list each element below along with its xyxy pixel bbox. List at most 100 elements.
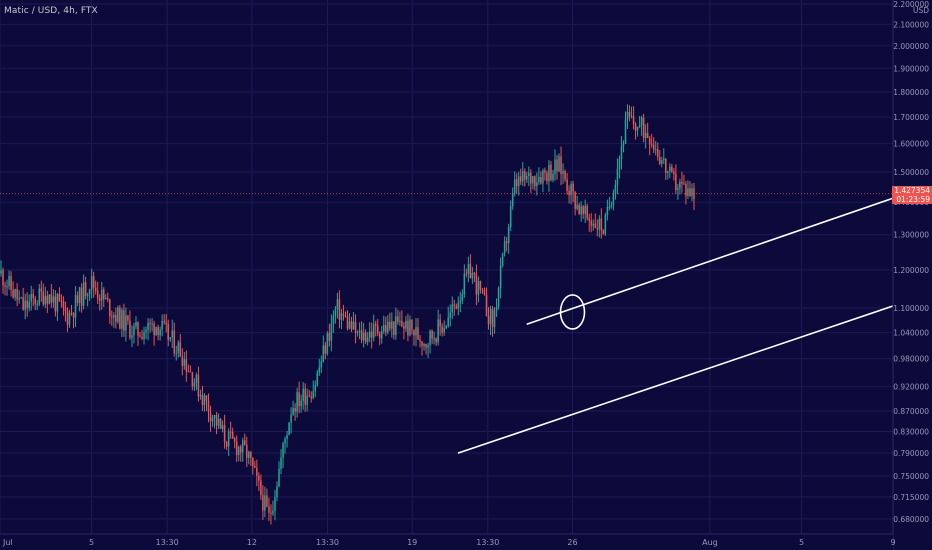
x-tick-label: 26 (567, 538, 577, 547)
candle-body (324, 345, 327, 354)
candle-body (616, 168, 619, 185)
candle-body (497, 287, 500, 308)
candle-body (125, 315, 127, 331)
candle-body (187, 371, 190, 373)
candle-body (189, 371, 192, 373)
x-tick-label: 13:30 (316, 538, 339, 547)
candle-body (620, 146, 623, 160)
candle-body (376, 325, 379, 334)
candle-body (423, 343, 425, 347)
candle-body (669, 166, 671, 172)
candle-body (102, 289, 105, 299)
candle-body (258, 475, 260, 481)
candle-body (395, 316, 397, 335)
candle-body (155, 326, 157, 336)
candle-body (119, 307, 121, 329)
candle-body (246, 445, 248, 458)
candle-body (326, 333, 329, 354)
candle-body (40, 288, 43, 292)
candle-body (352, 321, 355, 330)
candle-body (592, 223, 595, 226)
candle-body (441, 326, 443, 333)
candle-body (429, 330, 431, 346)
candle-body (524, 171, 526, 180)
candle-body (556, 159, 558, 172)
x-tick-label: Aug (702, 538, 718, 547)
candle-body (511, 193, 514, 207)
candle-body (602, 230, 605, 234)
candle-body (338, 299, 341, 320)
candle-body (197, 374, 200, 397)
candle-body (318, 367, 321, 373)
candle-body (576, 204, 578, 209)
candle-body (588, 218, 591, 221)
candle-body (521, 171, 524, 182)
candle-body (572, 183, 574, 192)
candle-body (378, 333, 381, 339)
candle-body (288, 422, 290, 436)
candle-body (340, 313, 343, 320)
candle-body (634, 123, 637, 131)
candle-body (88, 289, 91, 295)
candle-body (217, 418, 220, 426)
candle-body (36, 304, 39, 306)
candle-body (14, 289, 16, 298)
candle-body (252, 457, 254, 467)
candle-body (638, 125, 641, 127)
candle-body (260, 480, 262, 496)
candle-body (223, 425, 226, 443)
candle-body (397, 316, 399, 322)
y-tick-label: 2.200000 (893, 0, 929, 9)
candle-body (256, 467, 258, 476)
channel-upper-trendline[interactable] (526, 80, 932, 325)
y-tick-label: 0.920000 (893, 382, 929, 391)
candle-body (413, 329, 415, 336)
candle-body (507, 226, 510, 243)
candle-body (536, 182, 538, 187)
candle-body (278, 468, 280, 487)
candle-body (606, 206, 609, 216)
candle-body (92, 276, 95, 288)
candle-body (387, 321, 389, 333)
candle-body (471, 272, 474, 279)
candle-body (243, 440, 246, 446)
touch-point-circle[interactable] (559, 294, 586, 330)
candle-body (294, 408, 296, 412)
candle-body (113, 314, 115, 318)
candle-body (292, 408, 294, 415)
candle-body (38, 288, 41, 305)
candle-body (632, 116, 635, 124)
candle-body (415, 327, 417, 336)
candle-body (660, 160, 663, 164)
candle-body (312, 391, 315, 399)
candle-body (117, 307, 119, 322)
candle-body (598, 218, 601, 230)
candle-body (614, 184, 617, 194)
candle-body (463, 273, 466, 295)
candle-body (32, 294, 35, 299)
candle-body (389, 321, 391, 329)
candle-body (76, 295, 79, 303)
candle-body (161, 321, 163, 330)
candle-body (225, 442, 228, 447)
candle-body (513, 179, 516, 194)
candle-body (491, 308, 494, 328)
candle-body (18, 298, 20, 300)
candle-body (445, 326, 447, 329)
candle-body (72, 313, 75, 318)
candle-body (401, 320, 403, 327)
candle-body (370, 331, 373, 338)
candle-body (235, 441, 238, 455)
candle-body (268, 506, 270, 513)
candle-body (459, 300, 462, 303)
candle-body (316, 372, 319, 386)
candle-body (346, 316, 349, 329)
candle-body (115, 314, 117, 322)
candle-body (530, 172, 532, 184)
candle-body (681, 181, 683, 184)
candle-body (42, 291, 45, 305)
candle-body (526, 175, 528, 180)
candle-body (451, 304, 454, 313)
